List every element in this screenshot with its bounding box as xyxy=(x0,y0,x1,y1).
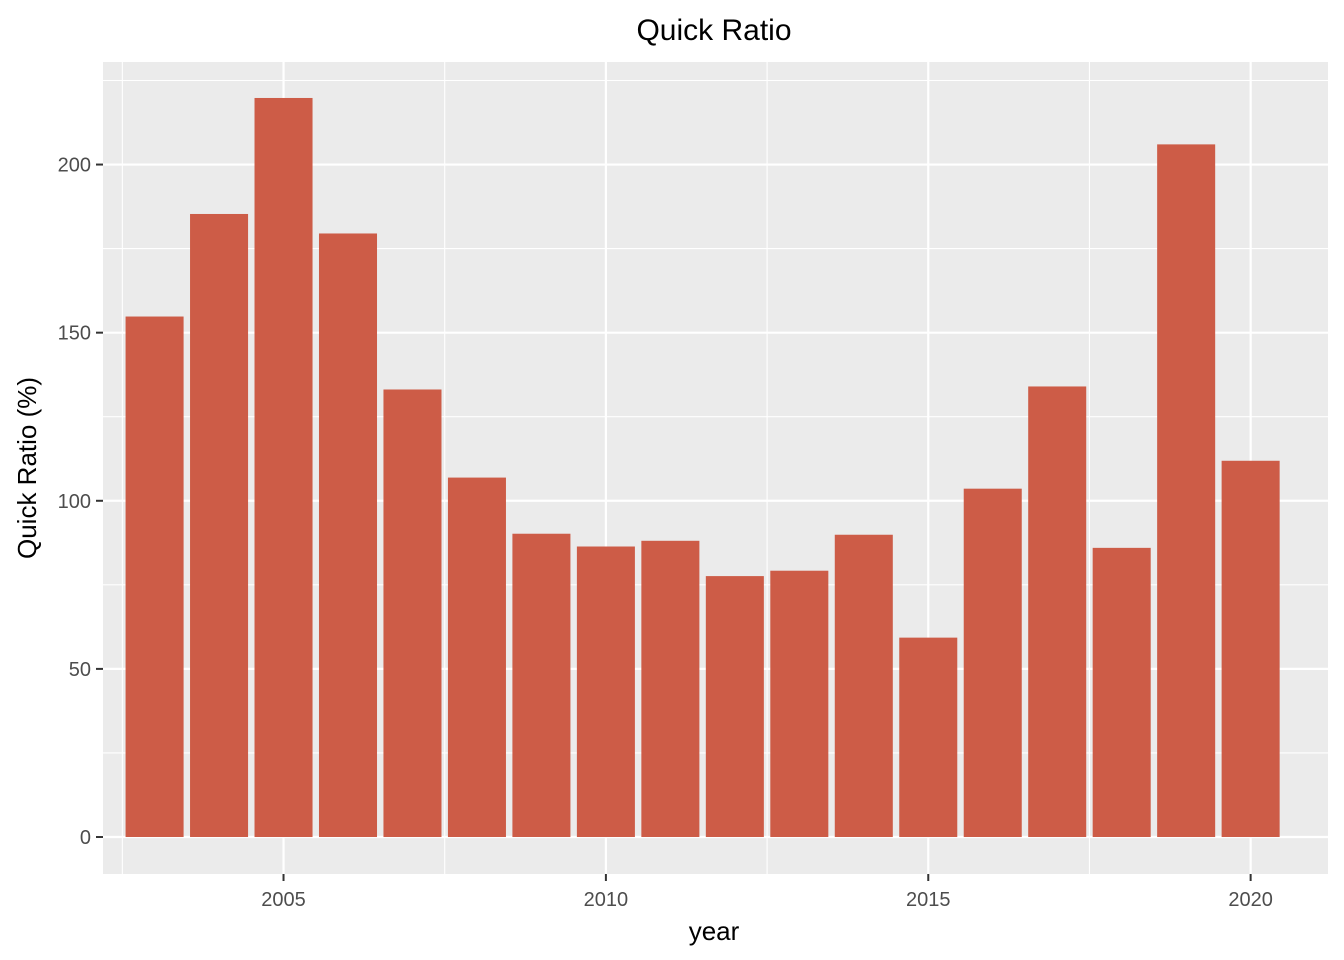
y-axis-title: Quick Ratio (%) xyxy=(12,377,42,559)
bar-2007 xyxy=(383,389,442,838)
bar-2012 xyxy=(705,576,764,838)
bar-2013 xyxy=(770,570,829,838)
x-axis: 2005 2010 2015 2020 xyxy=(261,874,1273,911)
x-axis-title: year xyxy=(689,916,740,946)
bar-2011 xyxy=(641,540,700,838)
bar-2010 xyxy=(576,546,635,838)
y-tick-label: 50 xyxy=(69,659,91,681)
bar-2006 xyxy=(318,233,378,838)
bar-2009 xyxy=(512,533,571,838)
bar-2005 xyxy=(254,97,313,838)
bar-2016 xyxy=(963,488,1022,838)
y-tick-label: 100 xyxy=(58,491,91,513)
bar-2015 xyxy=(899,637,958,838)
chart-title: Quick Ratio xyxy=(636,14,791,47)
bar-2017 xyxy=(1028,386,1087,838)
x-tick-label: 2005 xyxy=(261,889,306,911)
bar-2004 xyxy=(190,213,249,838)
x-tick-label: 2020 xyxy=(1228,889,1273,911)
y-tick-label: 0 xyxy=(80,827,91,849)
bar-2019 xyxy=(1157,144,1216,838)
y-axis: 0 50 100 150 200 xyxy=(58,155,103,849)
y-tick-label: 150 xyxy=(58,323,91,345)
bar-2018 xyxy=(1092,547,1151,838)
x-tick-label: 2015 xyxy=(906,889,951,911)
bar-2008 xyxy=(447,477,506,838)
bar-2020 xyxy=(1221,460,1280,838)
bar-2014 xyxy=(834,534,893,838)
y-tick-label: 200 xyxy=(58,155,91,177)
x-tick-label: 2010 xyxy=(584,889,629,911)
bars xyxy=(125,97,1280,838)
bar-2003 xyxy=(125,316,184,838)
